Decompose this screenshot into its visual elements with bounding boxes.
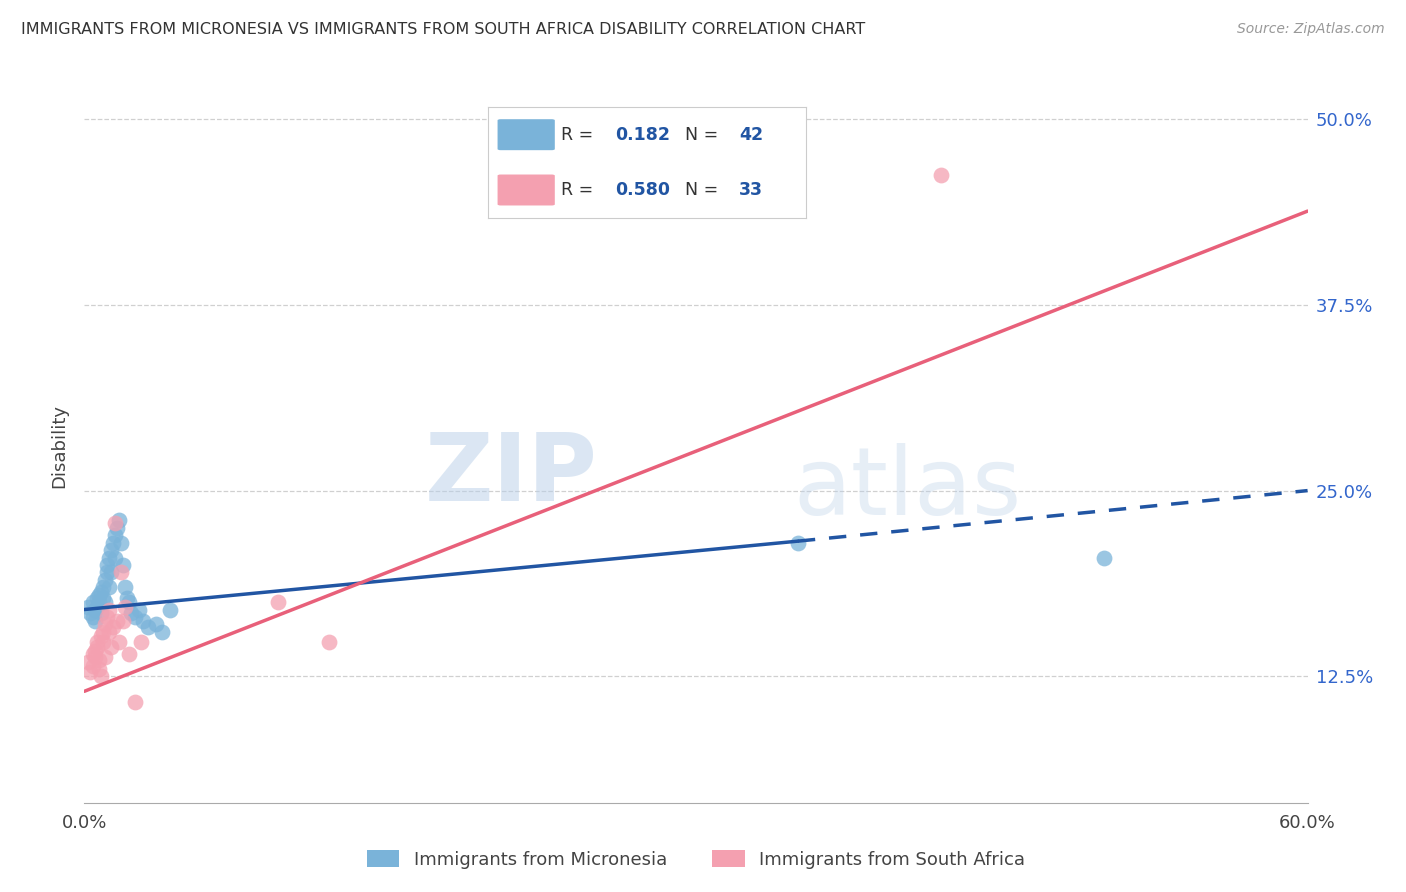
Point [82,647,104,661]
Point [112,615,135,629]
Point [90,606,112,620]
Point [91,635,114,649]
Point [100,640,122,654]
Point [118,595,141,609]
Point [114,580,136,594]
Point [79,665,101,679]
Point [91,580,114,594]
Point [787,535,810,549]
Point [93,595,117,609]
Point [120,606,142,620]
Point [101,535,124,549]
Point [87,595,110,609]
Point [86,591,108,605]
Text: IMMIGRANTS FROM MICRONESIA VS IMMIGRANTS FROM SOUTH AFRICA DISABILITY CORRELATIO: IMMIGRANTS FROM MICRONESIA VS IMMIGRANTS… [21,22,865,37]
Point [929,169,952,183]
Point [150,624,173,639]
Point [96,558,118,572]
Point [100,566,122,580]
Point [108,635,131,649]
Point [87,653,110,667]
Point [118,647,141,661]
Point [91,591,114,605]
Point [97,550,120,565]
Point [145,617,167,632]
Point [87,588,110,602]
Point [104,528,127,542]
Text: atlas: atlas [794,442,1022,535]
Point [86,635,108,649]
Point [159,602,181,616]
Point [108,513,131,527]
Point [105,521,128,535]
Point [86,640,108,654]
Point [96,610,118,624]
Point [97,580,120,594]
Point [97,602,120,616]
Point [82,595,104,609]
Point [1092,550,1115,565]
Point [124,610,146,624]
Point [96,566,118,580]
Point [87,662,110,676]
Point [90,584,112,599]
Point [128,602,150,616]
Point [90,669,112,683]
Point [82,610,104,624]
Point [104,550,127,565]
Point [77,599,100,614]
Point [136,620,159,634]
Point [93,573,117,587]
Point [93,617,117,632]
Point [132,615,155,629]
Point [83,644,105,658]
Point [114,599,136,614]
Point [86,599,108,614]
Point [105,615,128,629]
Point [93,650,117,665]
Point [110,566,132,580]
Point [97,624,120,639]
Point [124,695,146,709]
Point [100,543,122,558]
Point [110,535,132,549]
Point [104,516,127,531]
Point [83,602,105,616]
Point [83,615,105,629]
Point [77,655,100,669]
Legend: Immigrants from Micronesia, Immigrants from South Africa: Immigrants from Micronesia, Immigrants f… [360,843,1032,876]
Text: ZIP: ZIP [425,428,598,521]
Point [83,650,105,665]
Point [318,635,340,649]
Text: Source: ZipAtlas.com: Source: ZipAtlas.com [1237,22,1385,37]
Point [90,629,112,643]
Point [91,624,114,639]
Point [267,595,290,609]
Point [101,620,124,634]
Point [115,591,138,605]
Y-axis label: Disability: Disability [51,404,69,488]
Point [131,635,153,649]
Point [79,606,101,620]
Point [82,659,104,673]
Point [112,558,135,572]
